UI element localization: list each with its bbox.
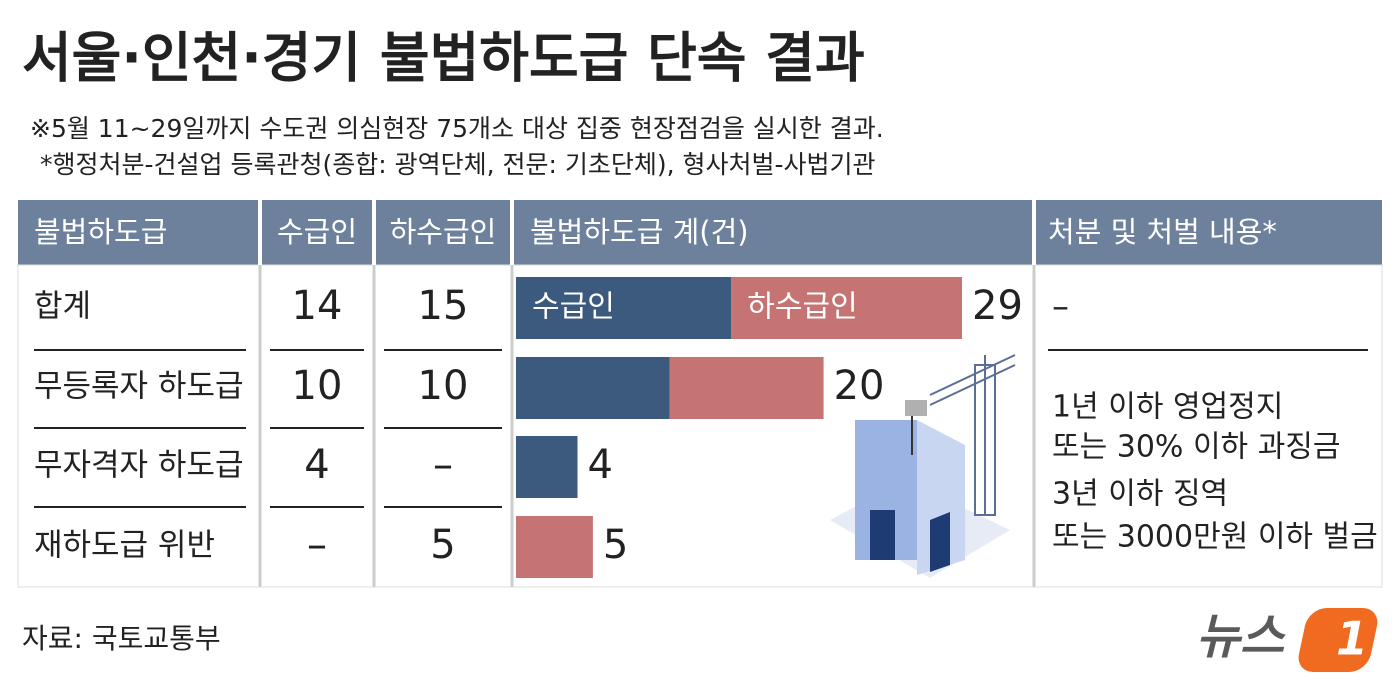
disposition: 또는 3000만원 이하 벌금: [1052, 520, 1378, 555]
column-rules: [258, 265, 1036, 587]
row-label: 무자격자 하도급: [34, 448, 244, 484]
column-header: 불법하도급: [34, 215, 167, 249]
row-label: 합계: [34, 289, 91, 325]
cell-value: 4: [304, 442, 329, 488]
legend-label: 하수급인: [747, 290, 857, 325]
title: 서울·인천·경기 불법하도급 단속 결과: [22, 27, 865, 90]
logo-mark: [1298, 608, 1378, 672]
cell-value: 14: [292, 283, 343, 329]
column-header: 불법하도급 계(건): [530, 215, 749, 249]
bar-segment: [669, 357, 824, 419]
cell-value: –: [433, 442, 453, 488]
cell-value: 15: [418, 283, 469, 329]
illustration: [830, 354, 1016, 578]
bar-segment: [516, 357, 670, 419]
source: 자료: 국토교통부: [22, 622, 221, 655]
cell-value: –: [307, 522, 327, 568]
column-header: 하수급인: [390, 215, 497, 249]
logo-text: 뉴스: [1196, 609, 1286, 665]
total-label: 20: [834, 363, 885, 409]
note: *행정처분-건설업 등록관청(종합: 광역단체, 전문: 기초단체), 형사처벌…: [40, 150, 876, 179]
disposition: 또는 30% 이하 과징금: [1052, 430, 1341, 465]
total-label: 5: [603, 522, 628, 568]
cell-value: 5: [430, 522, 455, 568]
total-label: 4: [588, 442, 613, 488]
legend-label: 수급인: [532, 290, 615, 325]
disposition: –: [1052, 287, 1069, 327]
disposition: 3년 이하 징역: [1052, 477, 1228, 512]
column-header: 수급인: [277, 215, 357, 249]
row-rules: [34, 349, 1368, 508]
logo-mark-text: 1: [1336, 612, 1368, 666]
bar-segment: [516, 436, 578, 498]
cell-value: 10: [292, 363, 343, 409]
cell-value: 10: [418, 363, 469, 409]
bar-segment: [731, 277, 962, 339]
row-label: 재하도급 위반: [34, 528, 215, 564]
row-label: 무등록자 하도급: [34, 369, 244, 405]
disposition: 1년 이하 영업정지: [1052, 390, 1283, 425]
total-label: 29: [972, 283, 1023, 329]
note: ※5월 11~29일까지 수도권 의심현장 75개소 대상 집중 현장점검을 실…: [30, 114, 884, 143]
column-header: 처분 및 처벌 내용*: [1048, 215, 1277, 249]
table-header: [18, 200, 1382, 265]
bar-segment: [516, 277, 732, 339]
bar-segment: [516, 516, 593, 578]
